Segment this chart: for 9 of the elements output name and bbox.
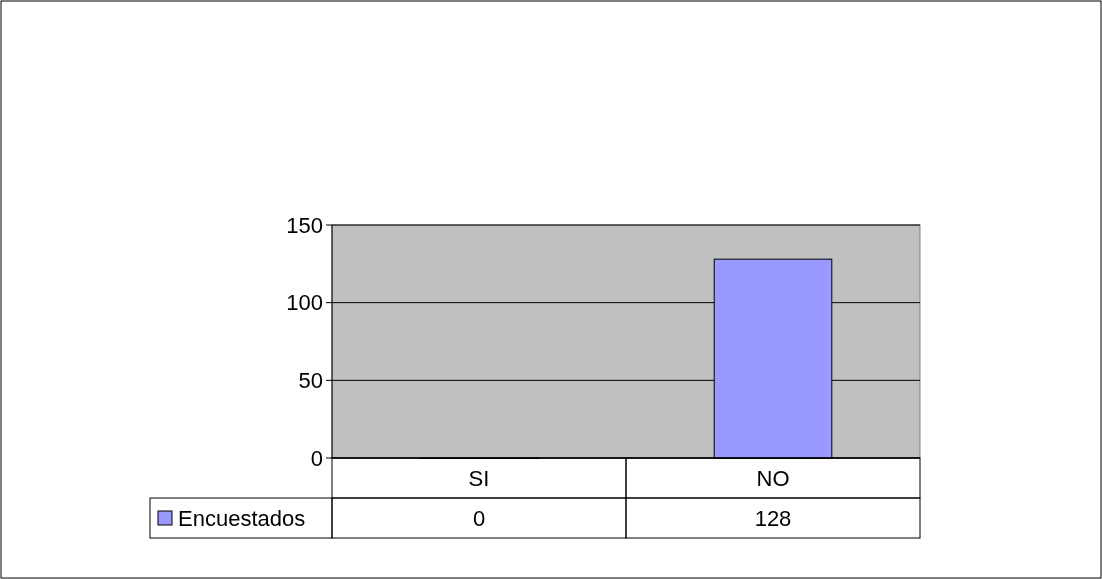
data-label: 0	[472, 505, 486, 531]
data-label: 128	[754, 505, 792, 531]
y-tick-label: 100	[286, 290, 323, 316]
x-tick-label: SI	[468, 465, 490, 491]
y-tick-label: 50	[298, 368, 323, 394]
y-tick-label: 150	[286, 212, 323, 238]
legend-label: Encuestados	[178, 505, 306, 531]
x-tick-label: NO	[756, 465, 790, 491]
y-tick-label: 0	[310, 445, 323, 471]
